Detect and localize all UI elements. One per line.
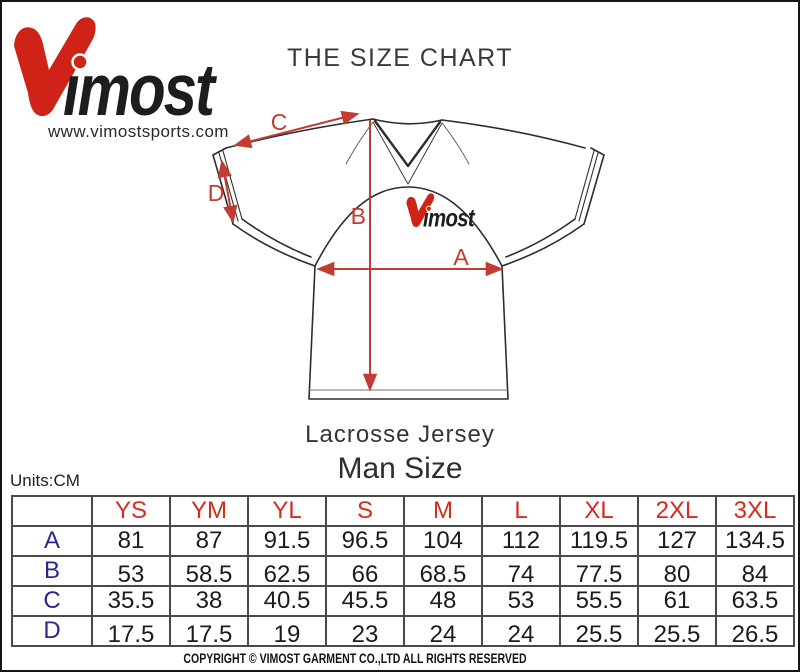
size-column-header: 2XL (637, 495, 717, 527)
size-value-cell: 112 (481, 525, 561, 557)
size-value-cell: 66 (325, 555, 405, 587)
size-value-cell: 38 (169, 585, 249, 617)
jersey-outline (212, 118, 605, 400)
chest-logo-wordmark: ımost (423, 204, 476, 232)
table-row-d: D 17.5 17.5 19 23 24 24 25.5 25.5 26.5 (11, 615, 795, 647)
size-value-cell: 77.5 (559, 555, 639, 587)
size-column-header: YM (169, 495, 249, 527)
row-label-a: A (11, 525, 93, 557)
chest-logo-dot-icon (425, 205, 432, 212)
size-value-cell: 96.5 (325, 525, 405, 557)
size-column-header: S (325, 495, 405, 527)
copyright-text: COPYRIGHT © VIMOST GARMENT CO.,LTD ALL R… (183, 651, 527, 666)
size-value-cell: 61 (637, 585, 717, 617)
size-value-cell: 81 (91, 525, 171, 557)
size-value-cell: 25.5 (637, 615, 717, 647)
size-value-cell: 53 (481, 585, 561, 617)
size-value-cell: 26.5 (715, 615, 795, 647)
size-value-cell: 24 (481, 615, 561, 647)
logo-wordmark: ımost (63, 49, 217, 128)
chest-logo-v-icon (406, 193, 435, 228)
jersey-caption: Lacrosse Jersey (305, 421, 495, 448)
size-column-header: YL (247, 495, 327, 527)
measure-label-b: B (351, 203, 366, 229)
page-title: THE SIZE CHART (286, 44, 514, 72)
size-value-cell: 74 (481, 555, 561, 587)
size-header-row: YS YM YL S M L XL 2XL 3XL (11, 495, 795, 527)
size-table: YS YM YL S M L XL 2XL 3XL A 81 87 91.5 9… (11, 495, 795, 647)
size-value-cell: 25.5 (559, 615, 639, 647)
units-label: Units:CM (10, 471, 80, 490)
corner-cell (11, 495, 93, 527)
size-value-cell: 84 (715, 555, 795, 587)
measure-arrow-d (217, 159, 238, 224)
size-value-cell: 53 (91, 555, 171, 587)
size-column-header: YS (91, 495, 171, 527)
size-value-cell: 104 (403, 525, 483, 557)
size-value-cell: 40.5 (247, 585, 327, 617)
size-column-header: M (403, 495, 483, 527)
size-value-cell: 91.5 (247, 525, 327, 557)
logo-v-swoosh-icon (14, 17, 96, 117)
row-label-c: C (11, 585, 93, 617)
size-value-cell: 45.5 (325, 585, 405, 617)
size-value-cell: 80 (637, 555, 717, 587)
size-value-cell: 17.5 (169, 615, 249, 647)
size-value-cell: 35.5 (91, 585, 171, 617)
size-value-cell: 62.5 (247, 555, 327, 587)
jersey-diagram: C D B A ımost (208, 109, 605, 400)
size-column-header: L (481, 495, 561, 527)
table-row-c: C 35.5 38 40.5 45.5 48 53 55.5 61 63.5 (11, 585, 795, 617)
size-value-cell: 87 (169, 525, 249, 557)
size-value-cell: 134.5 (715, 525, 795, 557)
logo-i-dot-icon (71, 53, 89, 71)
measure-label-d: D (208, 180, 225, 206)
collar-v-band (373, 119, 442, 168)
size-table-title: Man Size (337, 452, 463, 485)
measure-arrow-c (233, 110, 360, 149)
row-label-d: D (11, 615, 93, 647)
website-url: www.vimostsports.com (48, 122, 229, 141)
chest-seam (314, 186, 503, 267)
size-value-cell: 48 (403, 585, 483, 617)
size-value-cell: 19 (247, 615, 327, 647)
measure-label-a: A (453, 244, 469, 270)
chest-logo: ımost (406, 193, 477, 232)
size-value-cell: 127 (637, 525, 717, 557)
vimost-logo: ımost (14, 17, 219, 128)
size-value-cell: 68.5 (403, 555, 483, 587)
size-value-cell: 55.5 (559, 585, 639, 617)
size-value-cell: 23 (325, 615, 405, 647)
collar-v-trim (372, 121, 443, 185)
size-column-header: XL (559, 495, 639, 527)
size-column-header: 3XL (715, 495, 795, 527)
measure-label-c: C (271, 109, 288, 135)
table-row-a: A 81 87 91.5 96.5 104 112 119.5 127 134.… (11, 525, 795, 557)
size-value-cell: 24 (403, 615, 483, 647)
size-value-cell: 63.5 (715, 585, 795, 617)
measure-arrows (217, 110, 504, 392)
size-value-cell: 58.5 (169, 555, 249, 587)
size-value-cell: 17.5 (91, 615, 171, 647)
row-label-b: B (11, 555, 93, 587)
size-value-cell: 119.5 (559, 525, 639, 557)
table-row-b: B 53 58.5 62.5 66 68.5 74 77.5 80 84 (11, 555, 795, 587)
